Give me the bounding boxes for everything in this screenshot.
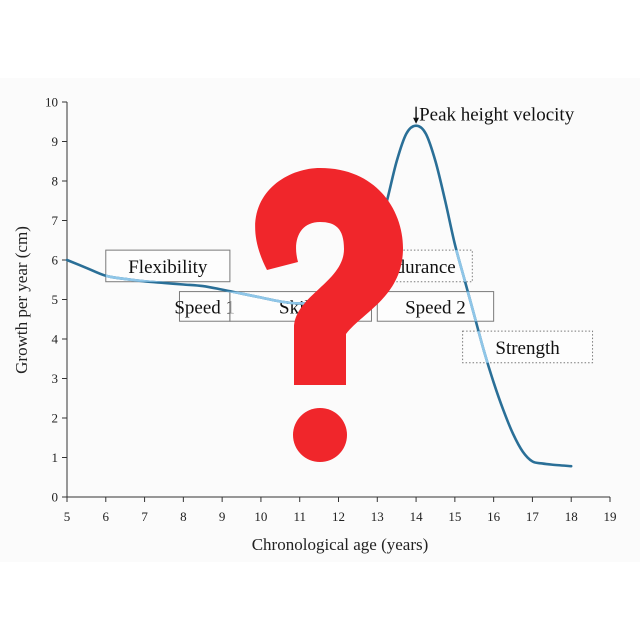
fitness-box-label: Speed 2 [405, 297, 466, 318]
fitness-box: Strength [462, 330, 594, 364]
x-tick-label: 19 [604, 509, 617, 524]
question-mark-hook [255, 168, 403, 385]
y-axis-title: Growth per year (cm) [12, 226, 31, 374]
x-tick-label: 6 [103, 509, 110, 524]
peak-arrow-head [413, 117, 420, 124]
fitness-box-label: Strength [495, 338, 560, 359]
x-tick-label: 5 [64, 509, 71, 524]
y-tick-label: 1 [52, 450, 59, 465]
x-tick-label: 15 [448, 509, 461, 524]
x-tick-label: 14 [410, 509, 424, 524]
question-mark-icon [255, 168, 403, 462]
y-tick-label: 10 [45, 95, 58, 110]
x-tick-label: 8 [180, 509, 187, 524]
x-tick-label: 16 [487, 509, 501, 524]
peak-annotation: Peak height velocity [413, 105, 575, 126]
y-tick-label: 5 [52, 292, 59, 307]
fitness-box-frame [105, 249, 231, 283]
x-axis-title: Chronological age (years) [252, 535, 429, 554]
y-tick-label: 9 [52, 134, 59, 149]
y-tick-label: 7 [52, 213, 59, 228]
fitness-box-label: Speed 1 [174, 297, 235, 318]
y-tick-label: 8 [52, 174, 59, 189]
fitness-box-frame [462, 330, 594, 364]
fitness-box-label: Flexibility [128, 257, 208, 278]
x-tick-label: 17 [526, 509, 540, 524]
x-tick-label: 7 [141, 509, 148, 524]
annotations: Peak height velocity [413, 105, 575, 126]
growth-curve [65, 124, 573, 468]
x-tick-label: 12 [332, 509, 345, 524]
y-tick-label: 2 [52, 411, 59, 426]
fitness-box-frame [178, 291, 231, 322]
peak-label: Peak height velocity [419, 105, 575, 126]
y-tick-label: 3 [52, 371, 59, 386]
x-tick-label: 18 [565, 509, 578, 524]
y-tick-label: 4 [52, 332, 59, 347]
fitness-box: Speed 1 [174, 291, 235, 322]
x-tick-label: 11 [293, 509, 306, 524]
y-tick-label: 0 [52, 490, 59, 505]
fitness-box: Flexibility [105, 249, 231, 283]
fitness-box: Speed 2 [376, 291, 495, 322]
x-tick-label: 10 [254, 509, 267, 524]
growth-curve-layer [65, 124, 573, 468]
question-mark-dot [293, 408, 347, 462]
y-tick-label: 6 [52, 253, 59, 268]
x-tick-label: 9 [219, 509, 226, 524]
x-tick-label: 13 [371, 509, 384, 524]
